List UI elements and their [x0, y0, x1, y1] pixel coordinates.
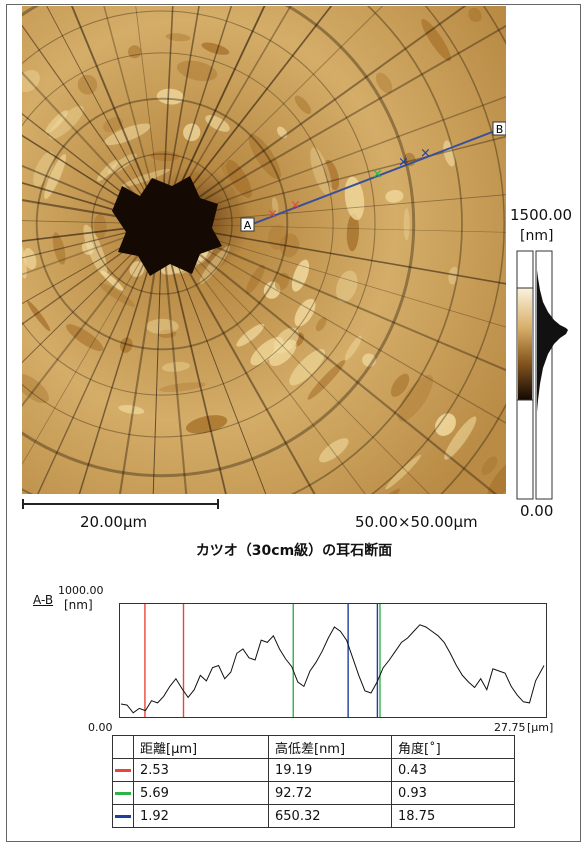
- table-cell: 2.53: [133, 758, 269, 782]
- row-color-swatch: [112, 804, 134, 828]
- measurement-table: 距離[µm] 高低差[nm] 角度[˚] 2.53 19.19 0.43 5.6…: [112, 735, 515, 828]
- histogram-shape: [537, 270, 568, 412]
- table-header-height: 高低差[nm]: [268, 735, 392, 759]
- table-cell: 18.75: [391, 804, 515, 828]
- table-row: 1.92 650.32 18.75: [112, 804, 515, 828]
- color-scale-unit: [nm]: [520, 228, 554, 244]
- row-color-swatch: [112, 758, 134, 782]
- table-cell: 1.92: [133, 804, 269, 828]
- table-cell: 0.43: [391, 758, 515, 782]
- profile-line: [249, 128, 501, 226]
- x-max-label: 27.75: [494, 721, 526, 734]
- table-header-empty: [112, 735, 134, 759]
- profile-title: A-B: [33, 593, 54, 607]
- row-color-swatch: [112, 781, 134, 805]
- afm-height-image: × × × × × A B: [22, 6, 506, 494]
- afm-dark-pit: [112, 176, 222, 276]
- color-scale-bar: [516, 250, 568, 500]
- line-start-label: A: [244, 219, 252, 232]
- profile-line-series: [120, 624, 545, 714]
- figure-caption: カツオ（30cm級）の耳石断面: [195, 543, 393, 559]
- color-scale-min: 0.00: [520, 502, 554, 520]
- table-cell: 5.69: [133, 781, 269, 805]
- x-unit-label: [µm]: [527, 721, 554, 734]
- table-row: 5.69 92.72 0.93: [112, 781, 515, 805]
- table-row: 2.53 19.19 0.43: [112, 758, 515, 782]
- table-cell: 19.19: [268, 758, 392, 782]
- x-min-label: 0.00: [88, 721, 113, 734]
- image-size-label: 50.00×50.00µm: [355, 513, 478, 531]
- color-scale-max: 1500.00: [510, 206, 573, 224]
- table-cell: 92.72: [268, 781, 392, 805]
- scale-bar-label: 20.00µm: [80, 513, 148, 531]
- table-header-distance: 距離[µm]: [133, 735, 269, 759]
- profile-markers: × × × × ×: [267, 146, 431, 222]
- y-unit-label: [nm]: [64, 598, 93, 612]
- svg-text:×: ×: [398, 155, 409, 170]
- line-end-label: B: [496, 123, 504, 136]
- svg-text:×: ×: [372, 167, 383, 182]
- scale-bar: [22, 499, 219, 509]
- table-header-row: 距離[µm] 高低差[nm] 角度[˚]: [112, 735, 515, 759]
- svg-text:×: ×: [420, 146, 431, 161]
- svg-text:×: ×: [267, 207, 278, 222]
- y-max-label: 1000.00: [58, 584, 104, 597]
- table-cell: 650.32: [268, 804, 392, 828]
- profile-chart: [119, 603, 547, 718]
- table-header-angle: 角度[˚]: [391, 735, 515, 759]
- table-cell: 0.93: [391, 781, 515, 805]
- svg-text:×: ×: [290, 198, 301, 213]
- plot-frame: [119, 603, 547, 718]
